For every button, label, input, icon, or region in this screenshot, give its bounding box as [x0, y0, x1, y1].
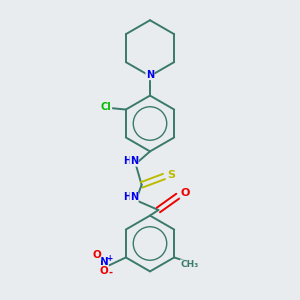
- Text: +: +: [106, 254, 113, 262]
- Text: O: O: [92, 250, 101, 260]
- Text: N: N: [146, 70, 154, 80]
- Text: CH₃: CH₃: [180, 260, 199, 269]
- Text: O: O: [100, 266, 108, 276]
- Text: O: O: [180, 188, 190, 198]
- Text: H: H: [124, 192, 132, 203]
- Text: N: N: [130, 156, 138, 166]
- Text: N: N: [100, 256, 108, 267]
- Text: S: S: [167, 170, 175, 180]
- Text: -: -: [108, 268, 112, 278]
- Text: Cl: Cl: [101, 102, 112, 112]
- Text: H: H: [124, 156, 132, 166]
- Text: N: N: [130, 192, 138, 203]
